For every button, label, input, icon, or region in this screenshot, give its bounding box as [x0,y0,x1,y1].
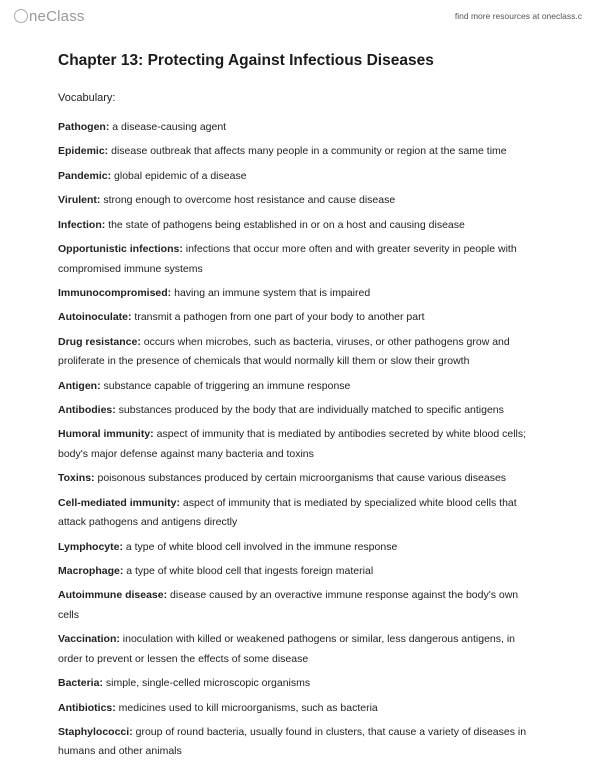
section-label: Vocabulary: [58,92,538,104]
vocab-entry: Lymphocyte: a type of white blood cell i… [58,538,538,557]
vocab-definition: poisonous substances produced by certain… [95,472,506,484]
vocab-definition: substance capable of triggering an immun… [101,380,351,392]
vocab-term: Toxins: [58,472,95,484]
vocab-entry: Epidemic: disease outbreak that affects … [58,142,538,161]
vocab-definition: medicines used to kill microorganisms, s… [116,702,378,714]
vocab-definition: a disease-causing agent [109,121,226,133]
vocab-term: Opportunistic infections: [58,243,183,255]
vocab-entry: Antibiotics: medicines used to kill micr… [58,699,538,718]
vocab-term: Immunocompromised: [58,287,171,299]
vocab-entry: Opportunistic infections: infections tha… [58,240,538,279]
vocab-term: Epidemic: [58,145,108,157]
vocab-definition: having an immune system that is impaired [171,287,370,299]
vocab-entry: Antigen: substance capable of triggering… [58,377,538,396]
vocab-term: Bacteria: [58,677,103,689]
vocab-term: Vaccination: [58,633,120,645]
vocab-term: Lymphocyte: [58,541,123,553]
vocab-entry: Antibodies: substances produced by the b… [58,401,538,420]
chapter-title: Chapter 13: Protecting Against Infectiou… [58,52,538,70]
vocab-definition: strong enough to overcome host resistanc… [100,194,395,206]
vocab-definition: inoculation with killed or weakened path… [58,633,515,664]
vocab-term: Autoimmune disease: [58,589,167,601]
page-header: neClass find more resources at oneclass.… [0,0,596,28]
vocab-term: Antibodies: [58,404,116,416]
vocab-entry: Toxins: poisonous substances produced by… [58,469,538,488]
vocab-entry: Pandemic: global epidemic of a disease [58,167,538,186]
vocab-entry: Virulent: strong enough to overcome host… [58,191,538,210]
vocab-term: Macrophage: [58,565,123,577]
vocab-entry: Drug resistance: occurs when microbes, s… [58,333,538,372]
vocab-entry: Immunocompromised: having an immune syst… [58,284,538,303]
vocab-definition: a type of white blood cell that ingests … [123,565,373,577]
header-resources-text: find more resources at oneclass.c [455,11,582,21]
vocab-entry: Pathogen: a disease-causing agent [58,118,538,137]
vocab-definition: disease outbreak that affects many peopl… [108,145,506,157]
vocab-definition: substances produced by the body that are… [116,404,504,416]
vocabulary-list: Pathogen: a disease-causing agentEpidemi… [58,118,538,762]
vocab-term: Antigen: [58,380,101,392]
vocab-definition: transmit a pathogen from one part of you… [132,311,425,323]
vocab-term: Drug resistance: [58,336,141,348]
vocab-definition: a type of white blood cell involved in t… [123,541,397,553]
vocab-definition: the state of pathogens being established… [105,219,465,231]
vocab-entry: Staphylococci: group of round bacteria, … [58,723,538,762]
document-page: Chapter 13: Protecting Against Infectiou… [0,28,596,777]
vocab-term: Autoinoculate: [58,311,132,323]
vocab-entry: Vaccination: inoculation with killed or … [58,630,538,669]
vocab-term: Pandemic: [58,170,111,182]
logo-text: neClass [29,8,85,25]
vocab-definition: simple, single-celled microscopic organi… [103,677,310,689]
vocab-term: Antibiotics: [58,702,116,714]
logo: neClass [14,7,85,25]
logo-o-icon [14,9,28,23]
vocab-entry: Autoimmune disease: disease caused by an… [58,586,538,625]
vocab-entry: Infection: the state of pathogens being … [58,216,538,235]
vocab-term: Virulent: [58,194,100,206]
vocab-term: Staphylococci: [58,726,133,738]
vocab-term: Pathogen: [58,121,109,133]
vocab-entry: Cell-mediated immunity: aspect of immuni… [58,494,538,533]
vocab-entry: Autoinoculate: transmit a pathogen from … [58,308,538,327]
vocab-entry: Bacteria: simple, single-celled microsco… [58,674,538,693]
vocab-term: Humoral immunity: [58,428,154,440]
vocab-term: Cell-mediated immunity: [58,497,180,509]
vocab-term: Infection: [58,219,105,231]
vocab-definition: global epidemic of a disease [111,170,246,182]
vocab-entry: Humoral immunity: aspect of immunity tha… [58,425,538,464]
vocab-entry: Macrophage: a type of white blood cell t… [58,562,538,581]
